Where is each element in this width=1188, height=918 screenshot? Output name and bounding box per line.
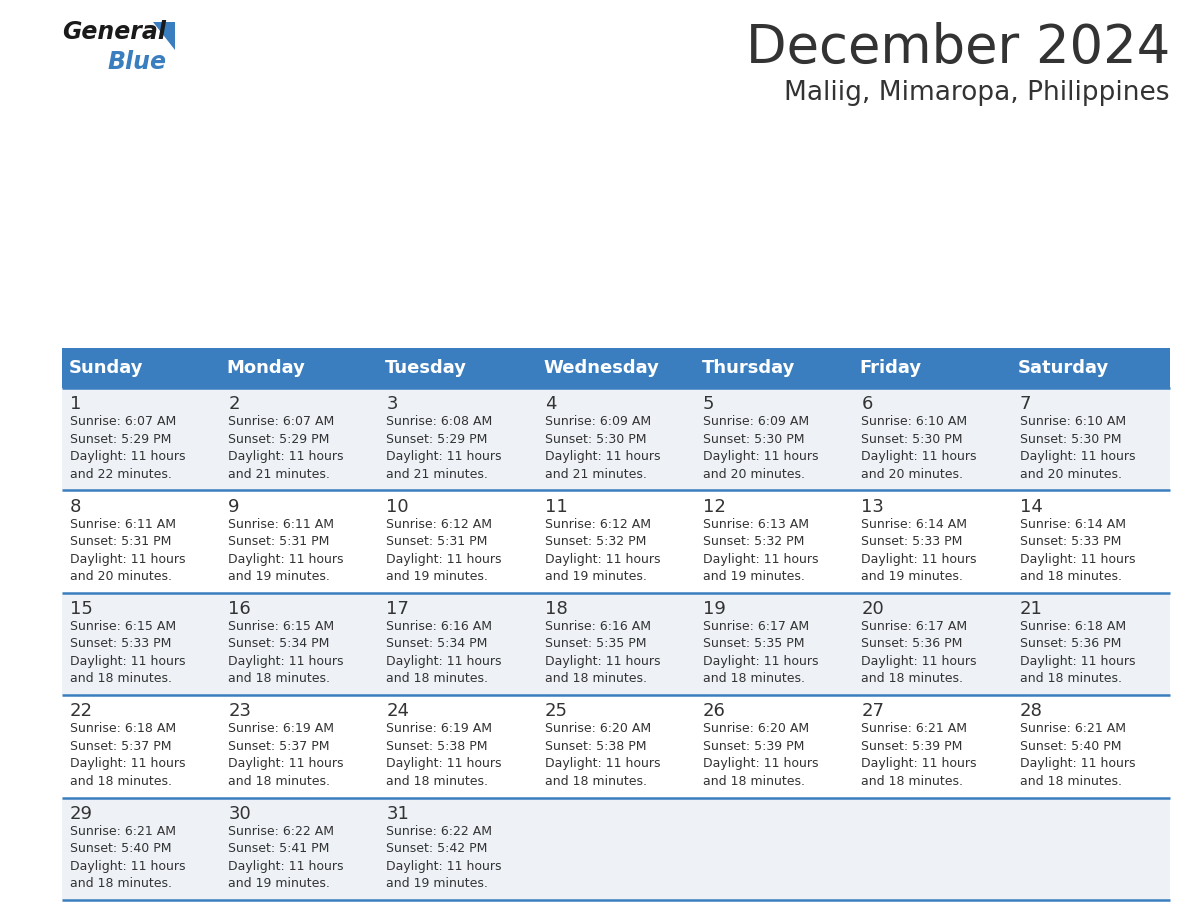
Text: Sunrise: 6:22 AM
Sunset: 5:41 PM
Daylight: 11 hours
and 19 minutes.: Sunrise: 6:22 AM Sunset: 5:41 PM Dayligh… (228, 824, 343, 890)
Text: 12: 12 (703, 498, 726, 516)
Text: Sunrise: 6:20 AM
Sunset: 5:39 PM
Daylight: 11 hours
and 18 minutes.: Sunrise: 6:20 AM Sunset: 5:39 PM Dayligh… (703, 722, 819, 788)
Text: Sunrise: 6:15 AM
Sunset: 5:33 PM
Daylight: 11 hours
and 18 minutes.: Sunrise: 6:15 AM Sunset: 5:33 PM Dayligh… (70, 620, 185, 686)
Text: Sunrise: 6:22 AM
Sunset: 5:42 PM
Daylight: 11 hours
and 19 minutes.: Sunrise: 6:22 AM Sunset: 5:42 PM Dayligh… (386, 824, 503, 890)
Text: Sunrise: 6:10 AM
Sunset: 5:30 PM
Daylight: 11 hours
and 20 minutes.: Sunrise: 6:10 AM Sunset: 5:30 PM Dayligh… (1019, 415, 1135, 481)
Text: Sunrise: 6:21 AM
Sunset: 5:39 PM
Daylight: 11 hours
and 18 minutes.: Sunrise: 6:21 AM Sunset: 5:39 PM Dayligh… (861, 722, 977, 788)
Text: 10: 10 (386, 498, 409, 516)
Text: 13: 13 (861, 498, 884, 516)
Bar (62, 348, 1170, 388)
Text: 8: 8 (70, 498, 81, 516)
Text: 11: 11 (545, 498, 568, 516)
Text: 20: 20 (861, 600, 884, 618)
Text: Sunrise: 6:21 AM
Sunset: 5:40 PM
Daylight: 11 hours
and 18 minutes.: Sunrise: 6:21 AM Sunset: 5:40 PM Dayligh… (70, 824, 185, 890)
Text: Blue: Blue (107, 50, 166, 74)
Text: Sunrise: 6:19 AM
Sunset: 5:38 PM
Daylight: 11 hours
and 18 minutes.: Sunrise: 6:19 AM Sunset: 5:38 PM Dayligh… (386, 722, 503, 788)
Text: Wednesday: Wednesday (543, 359, 659, 377)
Text: Sunrise: 6:17 AM
Sunset: 5:35 PM
Daylight: 11 hours
and 18 minutes.: Sunrise: 6:17 AM Sunset: 5:35 PM Dayligh… (703, 620, 819, 686)
Text: 24: 24 (386, 702, 410, 721)
Bar (62, 593, 1170, 695)
Text: Sunrise: 6:14 AM
Sunset: 5:33 PM
Daylight: 11 hours
and 18 minutes.: Sunrise: 6:14 AM Sunset: 5:33 PM Dayligh… (1019, 518, 1135, 583)
Text: Sunrise: 6:17 AM
Sunset: 5:36 PM
Daylight: 11 hours
and 18 minutes.: Sunrise: 6:17 AM Sunset: 5:36 PM Dayligh… (861, 620, 977, 686)
Text: Sunrise: 6:20 AM
Sunset: 5:38 PM
Daylight: 11 hours
and 18 minutes.: Sunrise: 6:20 AM Sunset: 5:38 PM Dayligh… (545, 722, 661, 788)
Text: 2: 2 (228, 395, 240, 413)
Text: Sunrise: 6:14 AM
Sunset: 5:33 PM
Daylight: 11 hours
and 19 minutes.: Sunrise: 6:14 AM Sunset: 5:33 PM Dayligh… (861, 518, 977, 583)
Text: December 2024: December 2024 (746, 22, 1170, 74)
Text: 30: 30 (228, 805, 251, 823)
Text: Sunday: Sunday (69, 359, 143, 377)
Text: 1: 1 (70, 395, 81, 413)
Text: 14: 14 (1019, 498, 1043, 516)
Text: 7: 7 (1019, 395, 1031, 413)
Text: 22: 22 (70, 702, 93, 721)
Text: Sunrise: 6:12 AM
Sunset: 5:32 PM
Daylight: 11 hours
and 19 minutes.: Sunrise: 6:12 AM Sunset: 5:32 PM Dayligh… (545, 518, 661, 583)
Text: 28: 28 (1019, 702, 1043, 721)
Text: Sunrise: 6:07 AM
Sunset: 5:29 PM
Daylight: 11 hours
and 22 minutes.: Sunrise: 6:07 AM Sunset: 5:29 PM Dayligh… (70, 415, 185, 481)
Text: 16: 16 (228, 600, 251, 618)
Bar (62, 695, 1170, 798)
Text: 27: 27 (861, 702, 884, 721)
Text: Tuesday: Tuesday (385, 359, 467, 377)
Text: 19: 19 (703, 600, 726, 618)
Text: Sunrise: 6:07 AM
Sunset: 5:29 PM
Daylight: 11 hours
and 21 minutes.: Sunrise: 6:07 AM Sunset: 5:29 PM Dayligh… (228, 415, 343, 481)
Text: Friday: Friday (860, 359, 922, 377)
Bar (62, 798, 1170, 900)
Text: Monday: Monday (227, 359, 305, 377)
Text: 17: 17 (386, 600, 410, 618)
Text: 31: 31 (386, 805, 410, 823)
Bar (62, 490, 1170, 593)
Text: Sunrise: 6:15 AM
Sunset: 5:34 PM
Daylight: 11 hours
and 18 minutes.: Sunrise: 6:15 AM Sunset: 5:34 PM Dayligh… (228, 620, 343, 686)
Text: 3: 3 (386, 395, 398, 413)
Text: 25: 25 (545, 702, 568, 721)
Text: Sunrise: 6:19 AM
Sunset: 5:37 PM
Daylight: 11 hours
and 18 minutes.: Sunrise: 6:19 AM Sunset: 5:37 PM Dayligh… (228, 722, 343, 788)
Text: Maliig, Mimaropa, Philippines: Maliig, Mimaropa, Philippines (784, 80, 1170, 106)
Text: Sunrise: 6:11 AM
Sunset: 5:31 PM
Daylight: 11 hours
and 20 minutes.: Sunrise: 6:11 AM Sunset: 5:31 PM Dayligh… (70, 518, 185, 583)
Text: Saturday: Saturday (1018, 359, 1110, 377)
Text: Sunrise: 6:11 AM
Sunset: 5:31 PM
Daylight: 11 hours
and 19 minutes.: Sunrise: 6:11 AM Sunset: 5:31 PM Dayligh… (228, 518, 343, 583)
Text: Sunrise: 6:18 AM
Sunset: 5:37 PM
Daylight: 11 hours
and 18 minutes.: Sunrise: 6:18 AM Sunset: 5:37 PM Dayligh… (70, 722, 185, 788)
Text: Sunrise: 6:21 AM
Sunset: 5:40 PM
Daylight: 11 hours
and 18 minutes.: Sunrise: 6:21 AM Sunset: 5:40 PM Dayligh… (1019, 722, 1135, 788)
Text: 29: 29 (70, 805, 93, 823)
Text: Sunrise: 6:12 AM
Sunset: 5:31 PM
Daylight: 11 hours
and 19 minutes.: Sunrise: 6:12 AM Sunset: 5:31 PM Dayligh… (386, 518, 503, 583)
Text: Sunrise: 6:18 AM
Sunset: 5:36 PM
Daylight: 11 hours
and 18 minutes.: Sunrise: 6:18 AM Sunset: 5:36 PM Dayligh… (1019, 620, 1135, 686)
Text: Sunrise: 6:09 AM
Sunset: 5:30 PM
Daylight: 11 hours
and 20 minutes.: Sunrise: 6:09 AM Sunset: 5:30 PM Dayligh… (703, 415, 819, 481)
Text: 23: 23 (228, 702, 251, 721)
Text: 9: 9 (228, 498, 240, 516)
Text: General: General (62, 20, 166, 44)
Bar (62, 388, 1170, 490)
Text: Sunrise: 6:09 AM
Sunset: 5:30 PM
Daylight: 11 hours
and 21 minutes.: Sunrise: 6:09 AM Sunset: 5:30 PM Dayligh… (545, 415, 661, 481)
Text: 4: 4 (545, 395, 556, 413)
Text: 21: 21 (1019, 600, 1043, 618)
Polygon shape (153, 22, 175, 50)
Text: Sunrise: 6:16 AM
Sunset: 5:35 PM
Daylight: 11 hours
and 18 minutes.: Sunrise: 6:16 AM Sunset: 5:35 PM Dayligh… (545, 620, 661, 686)
Text: Sunrise: 6:13 AM
Sunset: 5:32 PM
Daylight: 11 hours
and 19 minutes.: Sunrise: 6:13 AM Sunset: 5:32 PM Dayligh… (703, 518, 819, 583)
Text: 15: 15 (70, 600, 93, 618)
Text: Sunrise: 6:08 AM
Sunset: 5:29 PM
Daylight: 11 hours
and 21 minutes.: Sunrise: 6:08 AM Sunset: 5:29 PM Dayligh… (386, 415, 503, 481)
Text: 5: 5 (703, 395, 714, 413)
Text: 26: 26 (703, 702, 726, 721)
Text: Thursday: Thursday (701, 359, 795, 377)
Text: 6: 6 (861, 395, 873, 413)
Text: Sunrise: 6:10 AM
Sunset: 5:30 PM
Daylight: 11 hours
and 20 minutes.: Sunrise: 6:10 AM Sunset: 5:30 PM Dayligh… (861, 415, 977, 481)
Text: 18: 18 (545, 600, 568, 618)
Text: Sunrise: 6:16 AM
Sunset: 5:34 PM
Daylight: 11 hours
and 18 minutes.: Sunrise: 6:16 AM Sunset: 5:34 PM Dayligh… (386, 620, 503, 686)
